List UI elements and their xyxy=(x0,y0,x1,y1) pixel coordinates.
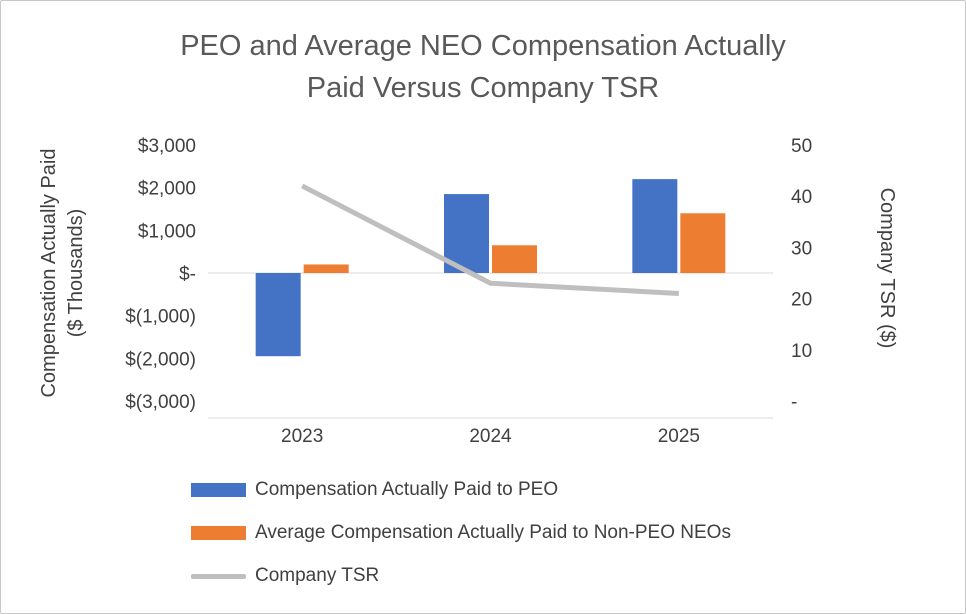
bar-neo-2024 xyxy=(492,245,537,273)
left-axis-tick-label: $(3,000) xyxy=(125,392,196,413)
bar-neo-2023 xyxy=(303,264,349,273)
legend-item-tsr: Company TSR xyxy=(191,565,731,587)
peo-series-label: Compensation Actually Paid to PEO xyxy=(255,479,559,500)
bar-peo-2023 xyxy=(255,273,301,357)
right-axis-tick-label: 20 xyxy=(791,290,812,311)
right-axis-tick-label: 50 xyxy=(791,136,812,157)
bar-peo-2025 xyxy=(632,179,678,273)
bar-neo-2025 xyxy=(680,213,726,273)
right-axis-tick-label: 10 xyxy=(791,341,812,362)
left-axis-tick-label: $2,000 xyxy=(138,179,196,200)
chart-title-line2: Paid Versus Company TSR xyxy=(306,72,660,104)
x-axis-label: 2023 xyxy=(281,426,323,447)
chart-title-line1: PEO and Average NEO Compensation Actuall… xyxy=(180,30,786,62)
left-axis-tick-label: $(1,000) xyxy=(125,307,196,328)
legend: Compensation Actually Paid to PEO Averag… xyxy=(191,479,731,608)
right-axis-tick-label: 40 xyxy=(791,187,812,208)
right-axis-tick-label: 30 xyxy=(791,238,812,259)
neo-series-label: Average Compensation Actually Paid to No… xyxy=(255,522,731,543)
left-axis-tick-label: $3,000 xyxy=(138,136,196,157)
legend-item-peo: Compensation Actually Paid to PEO xyxy=(191,479,731,501)
left-axis-tick-label: $- xyxy=(179,264,196,285)
tsr-line xyxy=(301,183,679,296)
right-axis-tick-label: - xyxy=(791,392,797,413)
chart-title: PEO and Average NEO Compensation Actuall… xyxy=(1,25,965,109)
legend-item-neo: Average Compensation Actually Paid to No… xyxy=(191,522,731,544)
tsr-series-label: Company TSR xyxy=(255,565,380,586)
bar-peo-2024 xyxy=(444,194,489,273)
left-axis-tick-label: $1,000 xyxy=(138,221,196,242)
x-axis-label: 2024 xyxy=(469,426,512,447)
tsr-series-swatch xyxy=(191,573,246,579)
peo-series-swatch xyxy=(191,483,246,497)
x-axis-label: 2025 xyxy=(658,426,700,447)
neo-series-swatch xyxy=(191,526,246,540)
left-axis-tick-label: $(2,000) xyxy=(125,349,196,370)
